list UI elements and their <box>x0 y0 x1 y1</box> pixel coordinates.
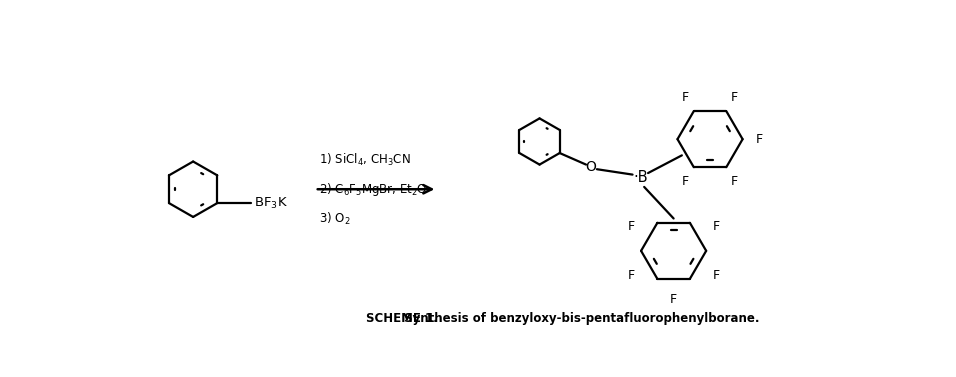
Text: 3) O$_2$: 3) O$_2$ <box>318 210 350 227</box>
Text: F: F <box>682 175 689 188</box>
Text: F: F <box>670 293 677 306</box>
Text: F: F <box>712 268 720 282</box>
Text: F: F <box>755 133 763 146</box>
Text: F: F <box>712 220 720 233</box>
Text: 2) C$_6$F$_5$MgBr, Et$_2$O: 2) C$_6$F$_5$MgBr, Et$_2$O <box>318 181 427 198</box>
Text: BF$_3$K: BF$_3$K <box>253 196 288 211</box>
Text: ·B: ·B <box>633 170 647 185</box>
Text: 1) SiCl$_4$, CH$_3$CN: 1) SiCl$_4$, CH$_3$CN <box>318 152 410 168</box>
Text: F: F <box>731 175 738 188</box>
Text: Synthesis of benzyloxy-bis-pentafluorophenylborane.: Synthesis of benzyloxy-bis-pentafluoroph… <box>400 312 760 325</box>
Text: F: F <box>628 268 635 282</box>
Text: SCHEME 1.: SCHEME 1. <box>366 312 438 325</box>
Text: F: F <box>682 91 689 104</box>
Text: F: F <box>628 220 635 233</box>
Text: O: O <box>585 160 597 174</box>
Text: F: F <box>731 91 738 104</box>
